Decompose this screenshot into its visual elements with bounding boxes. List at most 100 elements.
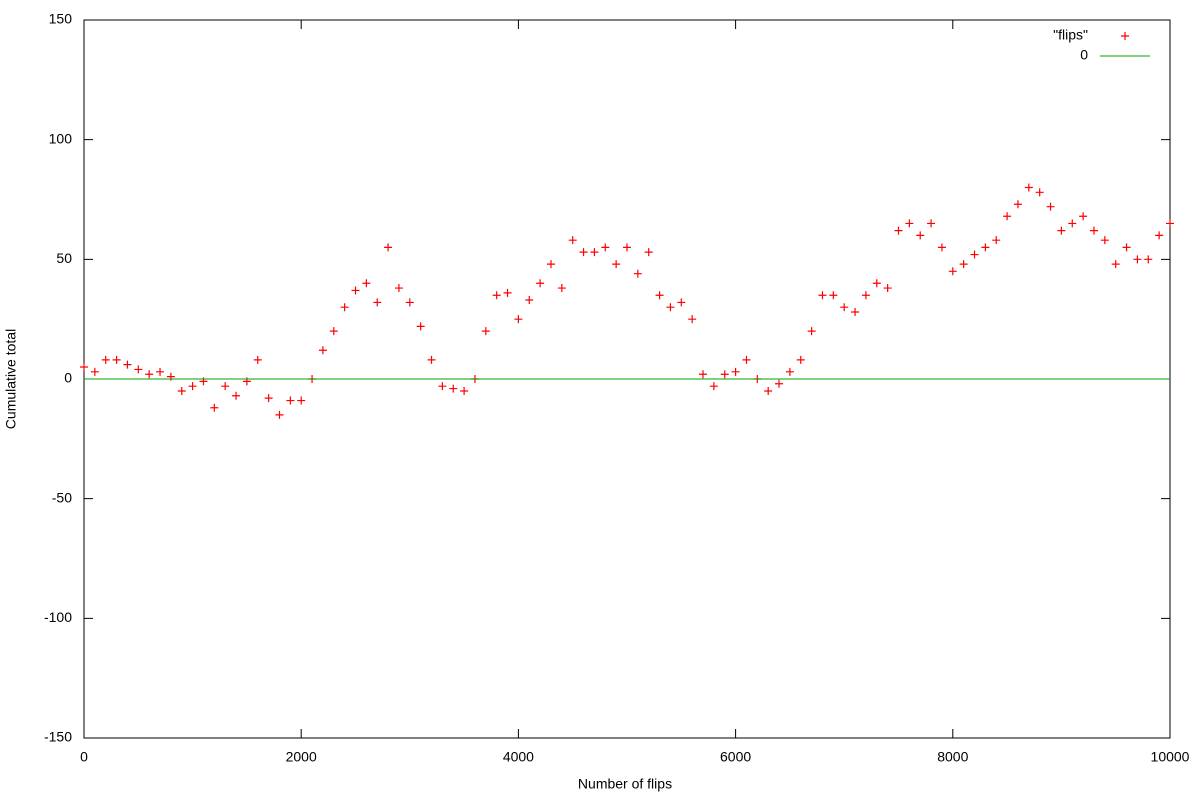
point-marker xyxy=(1013,200,1022,209)
point-marker xyxy=(601,243,610,252)
point-marker xyxy=(405,298,414,307)
point-marker xyxy=(112,355,121,364)
point-marker xyxy=(1068,219,1077,228)
point-marker xyxy=(1035,188,1044,197)
point-marker xyxy=(785,367,794,376)
x-tick-label: 4000 xyxy=(503,749,534,765)
point-marker xyxy=(937,243,946,252)
point-marker xyxy=(221,382,230,391)
point-marker xyxy=(655,291,664,300)
point-marker xyxy=(1024,183,1033,192)
point-marker xyxy=(579,248,588,257)
x-tick-label: 0 xyxy=(80,749,88,765)
point-marker xyxy=(1089,226,1098,235)
point-marker xyxy=(394,284,403,293)
point-marker xyxy=(807,327,816,336)
point-marker xyxy=(384,243,393,252)
point-marker xyxy=(373,298,382,307)
point-marker xyxy=(927,219,936,228)
point-marker xyxy=(503,288,512,297)
point-marker xyxy=(438,382,447,391)
legend-marker xyxy=(1121,32,1129,40)
point-marker xyxy=(525,296,534,305)
y-tick-label: -50 xyxy=(52,489,72,505)
point-marker xyxy=(340,303,349,312)
point-marker xyxy=(612,260,621,269)
legend-label: "flips" xyxy=(1053,27,1088,43)
point-marker xyxy=(872,279,881,288)
point-marker xyxy=(894,226,903,235)
point-marker xyxy=(1133,255,1142,264)
point-marker xyxy=(1079,212,1088,221)
point-marker xyxy=(742,355,751,364)
point-marker xyxy=(449,384,458,393)
point-marker xyxy=(188,382,197,391)
point-marker xyxy=(318,346,327,355)
point-marker xyxy=(80,363,88,372)
point-marker xyxy=(1057,226,1066,235)
point-marker xyxy=(177,386,186,395)
point-marker xyxy=(688,315,697,324)
point-marker xyxy=(416,322,425,331)
point-marker xyxy=(1122,243,1131,252)
y-tick-label: 150 xyxy=(49,11,73,27)
point-marker xyxy=(992,236,1001,245)
point-marker xyxy=(883,284,892,293)
point-marker xyxy=(677,298,686,307)
y-axis-label: Cumulative total xyxy=(3,329,19,429)
point-marker xyxy=(134,365,143,374)
point-marker xyxy=(145,370,154,379)
point-marker xyxy=(905,219,914,228)
point-marker xyxy=(633,269,642,278)
y-tick-label: 0 xyxy=(64,370,72,386)
point-marker xyxy=(981,243,990,252)
x-axis-label: Number of flips xyxy=(578,776,672,792)
point-marker xyxy=(775,379,784,388)
point-marker xyxy=(829,291,838,300)
point-marker xyxy=(460,386,469,395)
x-tick-label: 8000 xyxy=(937,749,968,765)
point-marker xyxy=(253,355,262,364)
point-marker xyxy=(286,396,295,405)
point-marker xyxy=(1144,255,1153,264)
point-marker xyxy=(1111,260,1120,269)
point-marker xyxy=(818,291,827,300)
point-marker xyxy=(557,284,566,293)
point-marker xyxy=(481,327,490,336)
point-marker xyxy=(1046,202,1055,211)
point-marker xyxy=(916,231,925,240)
point-marker xyxy=(264,394,273,403)
point-marker xyxy=(590,248,599,257)
x-tick-label: 2000 xyxy=(286,749,317,765)
point-marker xyxy=(1155,231,1164,240)
legend-label: 0 xyxy=(1080,47,1088,63)
x-tick-label: 6000 xyxy=(720,749,751,765)
point-marker xyxy=(851,307,860,316)
point-marker xyxy=(796,355,805,364)
point-marker xyxy=(232,391,241,400)
point-marker xyxy=(840,303,849,312)
y-tick-label: -100 xyxy=(44,609,72,625)
point-marker xyxy=(275,410,284,419)
point-marker xyxy=(861,291,870,300)
point-marker xyxy=(123,360,132,369)
point-marker xyxy=(666,303,675,312)
point-marker xyxy=(970,250,979,259)
point-marker xyxy=(1003,212,1012,221)
y-tick-label: 100 xyxy=(49,130,73,146)
point-marker xyxy=(514,315,523,324)
point-marker xyxy=(644,248,653,257)
point-marker xyxy=(351,286,360,295)
point-marker xyxy=(948,267,957,276)
point-marker xyxy=(1100,236,1109,245)
point-marker xyxy=(90,367,99,376)
point-marker xyxy=(329,327,338,336)
point-marker xyxy=(362,279,371,288)
point-marker xyxy=(959,260,968,269)
point-marker xyxy=(492,291,501,300)
point-marker xyxy=(764,386,773,395)
point-marker xyxy=(297,396,306,405)
point-marker xyxy=(156,367,165,376)
point-marker xyxy=(731,367,740,376)
